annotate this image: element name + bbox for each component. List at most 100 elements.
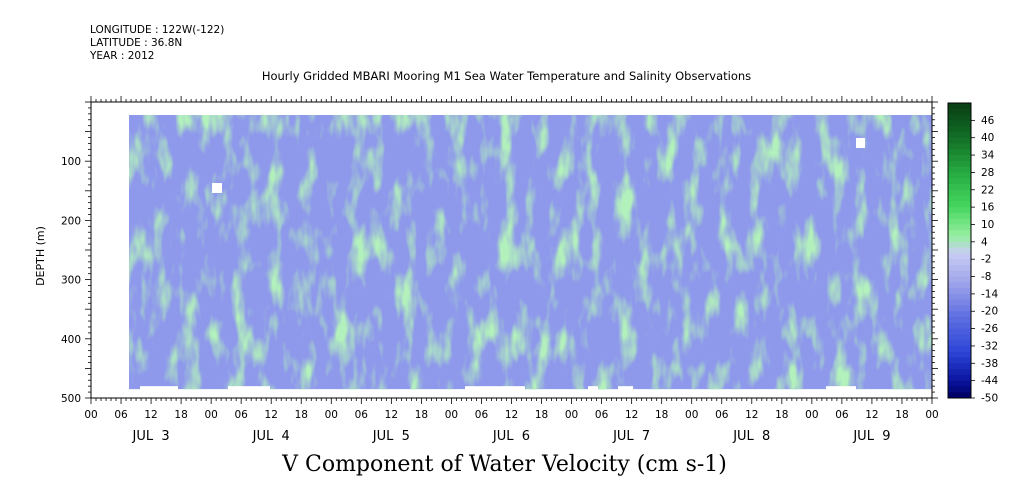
colorbar: 46 40 34 28 22 16 10 4 -2 -8 -14 -20 -26 -32 -38 -44 -50 bbox=[947, 102, 998, 405]
colorbar-band bbox=[948, 189, 971, 197]
colorbar-band bbox=[948, 207, 971, 214]
x-tick-label: 12 bbox=[385, 409, 398, 421]
colorbar-band bbox=[948, 114, 971, 121]
x-tick-label: 06 bbox=[715, 409, 729, 421]
chart-title: Hourly Gridded MBARI Mooring M1 Sea Wate… bbox=[261, 69, 752, 83]
y-tick-label: 200 bbox=[61, 215, 81, 227]
x-tick-label: 12 bbox=[144, 409, 157, 421]
heatmap-gap bbox=[618, 386, 633, 393]
x-tick-label: 00 bbox=[925, 409, 938, 421]
colorbar-band bbox=[948, 363, 971, 370]
colorbar-label: 28 bbox=[981, 167, 994, 179]
x-tick-label: 06 bbox=[595, 409, 609, 421]
colorbar-band bbox=[948, 120, 971, 127]
colorbar-frame bbox=[947, 102, 972, 399]
colorbar-label: 40 bbox=[981, 132, 994, 144]
colorbar-band bbox=[948, 160, 971, 168]
colorbar-label: 34 bbox=[981, 150, 995, 162]
colorbar-band bbox=[948, 322, 971, 330]
colorbar-band bbox=[948, 311, 971, 318]
colorbar-label: 22 bbox=[981, 184, 994, 196]
x-tick-label: 06 bbox=[114, 409, 128, 421]
heatmap-green-layer bbox=[129, 115, 932, 390]
x-tick-label: 18 bbox=[295, 409, 308, 421]
colorbar-label: -14 bbox=[981, 288, 998, 300]
colorbar-band bbox=[948, 288, 971, 295]
x-tick-label: 06 bbox=[475, 409, 489, 421]
longitude-label: LONGITUDE : 122W(-122) bbox=[90, 24, 225, 36]
x-axis-title: V Component of Water Velocity (cm s-1) bbox=[282, 452, 727, 477]
x-tick-label: 00 bbox=[805, 409, 818, 421]
colorbar-band bbox=[948, 259, 971, 266]
y-tick-label: 400 bbox=[61, 334, 81, 346]
colorbar-band bbox=[948, 351, 971, 359]
colorbar-band bbox=[948, 276, 971, 283]
colorbar-band bbox=[948, 149, 971, 156]
colorbar-band bbox=[948, 155, 971, 162]
x-tick-label: 18 bbox=[415, 409, 428, 421]
colorbar-band bbox=[948, 340, 971, 347]
x-day-label: JUL 8 bbox=[732, 429, 770, 444]
x-tick-label: 12 bbox=[745, 409, 758, 421]
heatmap-gap bbox=[856, 138, 865, 148]
colorbar-band bbox=[948, 137, 971, 144]
colorbar-band bbox=[948, 126, 971, 133]
y-tick-label: 300 bbox=[61, 275, 81, 287]
x-day-label: JUL 9 bbox=[852, 429, 890, 444]
colorbar-band bbox=[948, 299, 971, 306]
y-axis-label: DEPTH (m) bbox=[34, 226, 47, 286]
x-tick-label: 00 bbox=[204, 409, 217, 421]
heatmap-gap bbox=[826, 386, 856, 393]
heatmap-gap bbox=[588, 386, 598, 393]
y-tick-label: 100 bbox=[61, 156, 81, 168]
colorbar-band bbox=[948, 386, 971, 393]
colorbar-band bbox=[948, 178, 971, 185]
colorbar-label: -44 bbox=[981, 375, 998, 387]
colorbar-band bbox=[948, 247, 971, 254]
colorbar-band bbox=[948, 108, 971, 116]
x-tick-label: 18 bbox=[775, 409, 788, 421]
x-tick-label: 06 bbox=[234, 409, 248, 421]
colorbar-label: -50 bbox=[981, 393, 998, 405]
x-tick-label: 18 bbox=[895, 409, 908, 421]
colorbar-band bbox=[948, 195, 971, 202]
colorbar-label: -8 bbox=[981, 271, 991, 283]
x-tick-label: 06 bbox=[835, 409, 849, 421]
colorbar-label: 16 bbox=[981, 202, 995, 214]
colorbar-label: -2 bbox=[981, 254, 991, 266]
colorbar-band bbox=[948, 103, 971, 110]
colorbar-band bbox=[948, 369, 971, 376]
colorbar-band bbox=[948, 282, 971, 289]
x-tick-label: 18 bbox=[174, 409, 187, 421]
colorbar-band bbox=[948, 212, 971, 220]
x-tick-label: 00 bbox=[325, 409, 338, 421]
x-tick-label: 00 bbox=[565, 409, 578, 421]
heatmap-gap bbox=[212, 183, 222, 193]
colorbar-band bbox=[948, 241, 971, 249]
heatmap-field bbox=[129, 115, 932, 393]
x-tick-label: 12 bbox=[505, 409, 518, 421]
colorbar-band bbox=[948, 374, 971, 382]
heatmap-gap bbox=[228, 386, 270, 393]
colorbar-label: -38 bbox=[981, 358, 998, 370]
x-tick-label: 00 bbox=[445, 409, 458, 421]
x-tick-label: 18 bbox=[655, 409, 668, 421]
heatmap-gap bbox=[465, 386, 525, 393]
colorbar-band bbox=[948, 224, 971, 231]
x-day-label: JUL 5 bbox=[372, 429, 410, 444]
x-day-label: JUL 7 bbox=[612, 429, 650, 444]
x-day-label: JUL 4 bbox=[252, 429, 290, 444]
colorbar-band bbox=[948, 305, 971, 312]
colorbar-band bbox=[948, 334, 971, 341]
colorbar-band bbox=[948, 230, 971, 237]
colorbar-band bbox=[948, 143, 971, 150]
x-day-label: JUL 3 bbox=[132, 429, 170, 444]
colorbar-label: -32 bbox=[981, 340, 998, 352]
colorbar-band bbox=[948, 345, 971, 353]
colorbar-label: 46 bbox=[981, 115, 995, 127]
latitude-label: LATITUDE : 36.8N bbox=[90, 37, 183, 49]
colorbar-band bbox=[948, 328, 971, 335]
x-tick-label: 12 bbox=[625, 409, 638, 421]
colorbar-band bbox=[948, 264, 971, 272]
